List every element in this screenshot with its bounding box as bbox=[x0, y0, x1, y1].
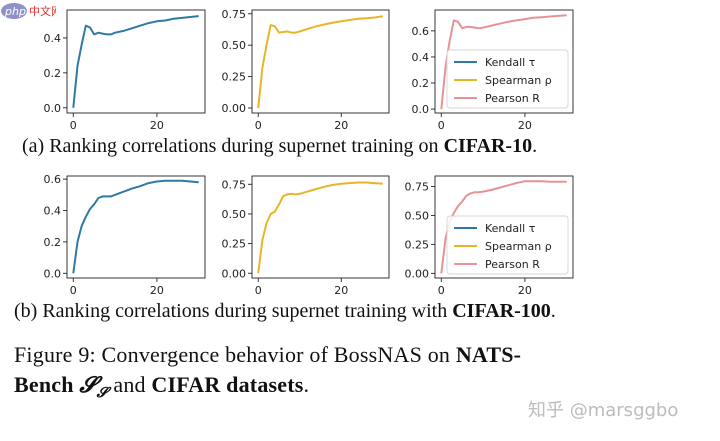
legend-label-spearman: Spearman ρ bbox=[485, 240, 552, 253]
y-tick-label: 0.00 bbox=[222, 102, 247, 115]
plot-frame bbox=[251, 9, 390, 114]
y-tick-label: 0.4 bbox=[412, 51, 430, 64]
x-tick-label: 20 bbox=[334, 284, 348, 297]
legend-label-kendall: Kendall τ bbox=[485, 222, 536, 235]
plot-frame bbox=[251, 175, 390, 279]
y-tick-label: 0.00 bbox=[222, 267, 247, 280]
legend-label-pearson: Pearson R bbox=[485, 92, 540, 105]
legend-box bbox=[446, 49, 569, 109]
chart-panel-a-1: 0.00 0.25 0.50 0.75 0 20 bbox=[222, 8, 390, 132]
y-tick-label: 0.6 bbox=[412, 25, 430, 38]
logo-ellipse bbox=[1, 3, 27, 19]
x-tick-label: 0 bbox=[255, 284, 262, 297]
figure-caption-line2-bold-a: Bench bbox=[14, 372, 80, 397]
subcaption-a-bold: CIFAR-10 bbox=[443, 135, 533, 157]
figure-caption-line1-prefix: Figure 9: Convergence behavior of BossNA… bbox=[14, 342, 456, 367]
figure-caption-line2-mid: and bbox=[107, 372, 152, 397]
series-line-kendall bbox=[72, 15, 199, 108]
plot-frame bbox=[434, 9, 574, 114]
x-tick-label: 20 bbox=[150, 284, 164, 297]
watermark: 知乎 @marsggbo bbox=[528, 400, 679, 421]
x-tick-label: 20 bbox=[334, 119, 348, 132]
y-tick-label: 0.2 bbox=[44, 236, 62, 249]
x-tick-label: 0 bbox=[438, 119, 445, 132]
subcaption-b-prefix: (b) Ranking correlations during supernet… bbox=[14, 300, 453, 322]
legend-label-pearson: Pearson R bbox=[485, 258, 540, 271]
y-tick-label: 0.0 bbox=[44, 102, 62, 115]
figure-caption-math: 𝓢𝓢 bbox=[79, 372, 107, 401]
subcaption-b-bold: CIFAR-100 bbox=[452, 300, 551, 322]
y-tick-label: 0.25 bbox=[405, 238, 430, 251]
chart-panel-a-2: 0.0 0.2 0.4 0.6 0 20 Kendall τ Spearman ρ Pearso… bbox=[412, 9, 574, 132]
y-tick-label: 0.50 bbox=[405, 209, 430, 222]
logo-cn-text: 中文网 bbox=[29, 4, 56, 18]
legend-label-kendall: Kendall τ bbox=[485, 56, 536, 69]
chart-panel-b-0: 0.0 0.2 0.4 0.6 0 20 bbox=[44, 173, 206, 297]
y-tick-label: 0.75 bbox=[222, 178, 247, 191]
x-tick-label: 20 bbox=[518, 284, 532, 297]
y-tick-label: 0.6 bbox=[44, 173, 62, 186]
logo-php-text: php bbox=[4, 5, 26, 18]
y-tick-label: 0.00 bbox=[405, 267, 430, 280]
x-tick-label: 20 bbox=[150, 119, 164, 132]
figure-caption-line1-bold: NATS- bbox=[455, 342, 522, 367]
legend: Kendall τ Spearman ρ Pearson R bbox=[446, 215, 569, 275]
x-tick-label: 0 bbox=[70, 119, 77, 132]
figure-caption-math-s: 𝓢 bbox=[79, 372, 97, 397]
legend: Kendall τ Spearman ρ Pearson R bbox=[446, 49, 569, 109]
x-tick-label: 20 bbox=[518, 119, 532, 132]
series-line-pearson bbox=[440, 180, 567, 274]
figure-caption-line2-suffix: . bbox=[303, 372, 310, 397]
chart-panel-b-1: 0.00 0.25 0.50 0.75 0 20 bbox=[222, 175, 390, 297]
series-line-spearman bbox=[257, 181, 383, 274]
figure-plots: 0.00.20.40 200.000.250.500.750 200.00.20.4… bbox=[44, 8, 574, 297]
chart-panel-a-0: 0.0 0.2 0.4 0 20 bbox=[44, 9, 206, 132]
figure-caption-line2-bold-b: CIFAR datasets bbox=[151, 372, 304, 397]
chart-panel-b-2: 0.00 0.25 0.50 0.75 0 20 Kendall τ Spearman ρ Pe… bbox=[405, 175, 574, 297]
plot-frame bbox=[66, 9, 206, 114]
figure-caption-math-sub: 𝓢 bbox=[96, 386, 108, 402]
y-tick-label: 0.2 bbox=[44, 67, 62, 80]
x-tick-label: 0 bbox=[70, 284, 77, 297]
legend-label-spearman: Spearman ρ bbox=[485, 74, 552, 87]
php-logo: php 中文网 bbox=[0, 0, 62, 22]
series-line-spearman bbox=[257, 15, 383, 109]
subcaption-b-suffix: . bbox=[550, 300, 556, 322]
y-tick-label: 0.4 bbox=[44, 32, 62, 45]
y-tick-label: 0.2 bbox=[412, 77, 430, 90]
y-tick-label: 0.75 bbox=[405, 180, 430, 193]
legend-box bbox=[446, 215, 569, 275]
series-line-kendall bbox=[72, 179, 199, 274]
subcaption-b: (b) Ranking correlations during supernet… bbox=[14, 300, 556, 323]
plot-frame bbox=[434, 175, 574, 279]
y-tick-label: 0.50 bbox=[222, 208, 247, 221]
y-tick-label: 0.50 bbox=[222, 39, 247, 52]
plot-frame bbox=[66, 175, 206, 279]
y-tick-label: 0.0 bbox=[44, 267, 62, 280]
x-tick-label: 0 bbox=[255, 119, 262, 132]
series-line-pearson bbox=[440, 14, 567, 110]
y-tick-label: 0.75 bbox=[222, 8, 247, 21]
subcaption-a-prefix: (a) Ranking correlations during supernet… bbox=[22, 135, 444, 157]
y-tick-label: 0.4 bbox=[44, 205, 62, 218]
subcaption-a: (a) Ranking correlations during supernet… bbox=[22, 135, 537, 158]
figure-caption: Figure 9: Convergence behavior of BossNA… bbox=[14, 340, 521, 409]
y-tick-label: 0.25 bbox=[222, 71, 247, 84]
subcaption-a-suffix: . bbox=[532, 135, 538, 157]
y-tick-label: 0.0 bbox=[412, 103, 430, 116]
x-tick-label: 0 bbox=[438, 284, 445, 297]
y-tick-label: 0.25 bbox=[222, 238, 247, 251]
